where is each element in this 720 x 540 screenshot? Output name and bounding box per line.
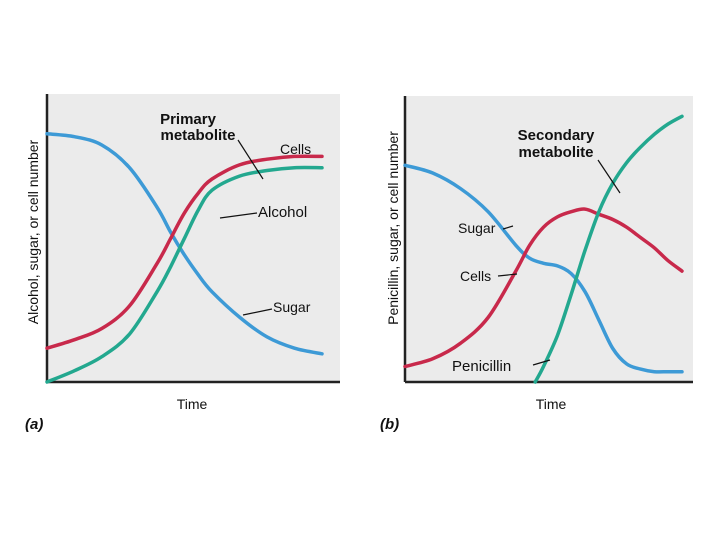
series-line-cells-a [45,165,324,384]
series-line-penicillin-b [533,114,684,384]
annotation-penicillin: Penicillin [452,358,511,375]
leader-alcohol [219,212,258,219]
series-line-sugar-b [403,163,684,374]
leader-sugar-a [242,308,273,316]
annotation-secondary-metabolite-line1: Secondary [518,127,595,144]
panel-label-a: (a) [25,416,43,433]
leader-primary-metabolite [237,139,264,180]
annotation-primary-metabolite-line1: Primary [160,111,217,128]
series-line-sugar-a [45,132,324,356]
series-line-cells-b [403,207,684,369]
y-axis-label-a: Alcohol, sugar, or cell number [25,139,41,324]
series-lines-a [45,132,324,384]
panel-b: Secondary metabolite Sugar Cells Penicil… [380,96,693,433]
annotation-sugar-a: Sugar [273,299,311,315]
leader-penicillin [532,359,551,366]
series-line-alcohol-a [45,154,324,350]
annotation-alcohol: Alcohol [258,204,307,221]
annotation-cells-b: Cells [460,268,491,284]
y-axis-label-b: Penicillin, sugar, or cell number [385,131,401,325]
panel-label-b: (b) [380,416,399,433]
annotation-secondary-metabolite-line2: metabolite [518,144,593,161]
leader-cells-b [497,273,518,277]
annotation-primary-metabolite-line2: metabolite [160,127,235,144]
x-axis-label-a: Time [177,396,208,412]
series-lines-b [403,114,684,384]
annotation-cells-a: Cells [280,141,311,157]
annotation-sugar-b: Sugar [458,220,496,236]
panel-a: Primary metabolite Cells Alcohol Sugar T… [25,94,340,433]
x-axis-label-b: Time [536,396,567,412]
leader-secondary-metabolite [597,159,621,194]
leader-sugar-b [502,225,514,230]
